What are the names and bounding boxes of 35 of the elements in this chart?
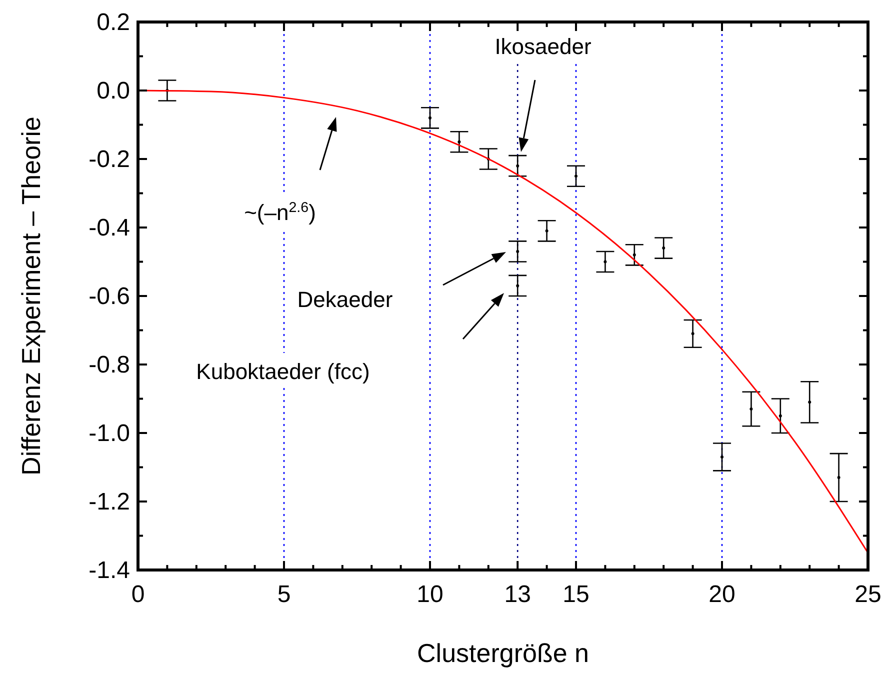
y-tick-label: -0.2 <box>88 146 130 173</box>
x-tick-label: 20 <box>708 581 736 608</box>
y-tick-label: -0.6 <box>88 283 130 310</box>
y-tick-label: -1.2 <box>88 488 130 516</box>
annotation: Ikosaeder <box>494 34 592 59</box>
point <box>632 253 636 256</box>
y-tick-label: 0.2 <box>96 9 130 36</box>
annotation: Kuboktaeder (fcc) <box>196 359 370 384</box>
x-tick-label: 5 <box>277 581 291 608</box>
point <box>604 260 607 264</box>
point <box>808 400 812 404</box>
x-axis-title: Clustergröße n <box>417 638 589 668</box>
x-tick-label: 0 <box>131 581 145 608</box>
annotation: Dekaeder <box>297 287 393 312</box>
annotation: ~(–n$^{2.6}$) <box>244 200 316 225</box>
point <box>458 140 461 144</box>
y-tick-label: -1.0 <box>88 420 130 447</box>
y-axis-title: Differenz Experiment – Theorie <box>16 116 46 476</box>
point <box>778 414 782 418</box>
point <box>662 246 666 250</box>
point <box>516 250 520 253</box>
x-tick-label: 25 <box>854 581 882 608</box>
point <box>516 284 520 288</box>
point <box>545 229 548 232</box>
point <box>516 164 520 168</box>
y-tick-label: -0.4 <box>88 214 130 242</box>
y-tick-label: 0.0 <box>96 78 130 104</box>
point <box>750 408 753 411</box>
y-tick-label: -0.8 <box>88 352 130 378</box>
point <box>691 332 694 336</box>
x-tick-label: 15 <box>562 581 590 608</box>
x-tick-label: 13 <box>504 581 531 608</box>
x-tick-label: 10 <box>416 581 444 608</box>
y-tick-label: -1.4 <box>88 557 130 584</box>
point <box>837 476 840 480</box>
